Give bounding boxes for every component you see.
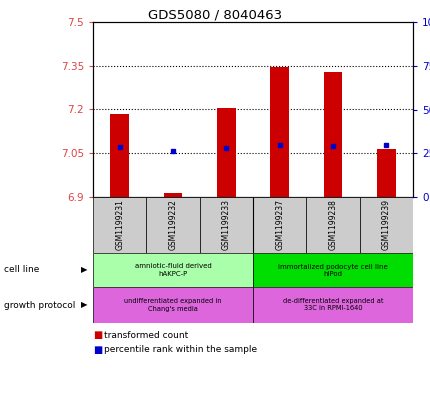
Text: ■: ■ xyxy=(93,330,102,340)
Text: GSM1199237: GSM1199237 xyxy=(274,200,283,250)
Text: transformed count: transformed count xyxy=(104,331,187,340)
Bar xyxy=(163,193,182,197)
Text: ▶: ▶ xyxy=(80,266,87,274)
Bar xyxy=(306,197,359,253)
Bar xyxy=(270,67,289,197)
Text: percentile rank within the sample: percentile rank within the sample xyxy=(104,345,256,354)
Bar xyxy=(146,197,199,253)
Bar xyxy=(93,287,252,323)
Text: GSM1199233: GSM1199233 xyxy=(221,200,230,250)
Text: GSM1199239: GSM1199239 xyxy=(381,200,390,250)
Bar xyxy=(93,253,252,287)
Text: amniotic-fluid derived
hAKPC-P: amniotic-fluid derived hAKPC-P xyxy=(134,263,211,277)
Text: growth protocol: growth protocol xyxy=(4,301,76,310)
Text: GSM1199231: GSM1199231 xyxy=(115,200,124,250)
Text: ■: ■ xyxy=(93,345,102,355)
Text: GDS5080 / 8040463: GDS5080 / 8040463 xyxy=(148,8,282,21)
Bar xyxy=(359,197,412,253)
Bar xyxy=(252,197,306,253)
Bar xyxy=(376,149,395,197)
Bar xyxy=(110,114,129,197)
Bar xyxy=(252,253,412,287)
Bar xyxy=(93,197,146,253)
Text: ▶: ▶ xyxy=(80,301,87,310)
Text: immortalized podocyte cell line
hIPod: immortalized podocyte cell line hIPod xyxy=(277,263,387,277)
Bar xyxy=(216,108,235,197)
Text: GSM1199232: GSM1199232 xyxy=(168,200,177,250)
Text: cell line: cell line xyxy=(4,266,40,274)
Bar xyxy=(252,287,412,323)
Bar xyxy=(199,197,252,253)
Text: GSM1199238: GSM1199238 xyxy=(328,200,337,250)
Text: de-differentiated expanded at
33C in RPMI-1640: de-differentiated expanded at 33C in RPM… xyxy=(282,299,382,312)
Bar xyxy=(323,72,341,197)
Text: undifferentiated expanded in
Chang's media: undifferentiated expanded in Chang's med… xyxy=(124,299,221,312)
